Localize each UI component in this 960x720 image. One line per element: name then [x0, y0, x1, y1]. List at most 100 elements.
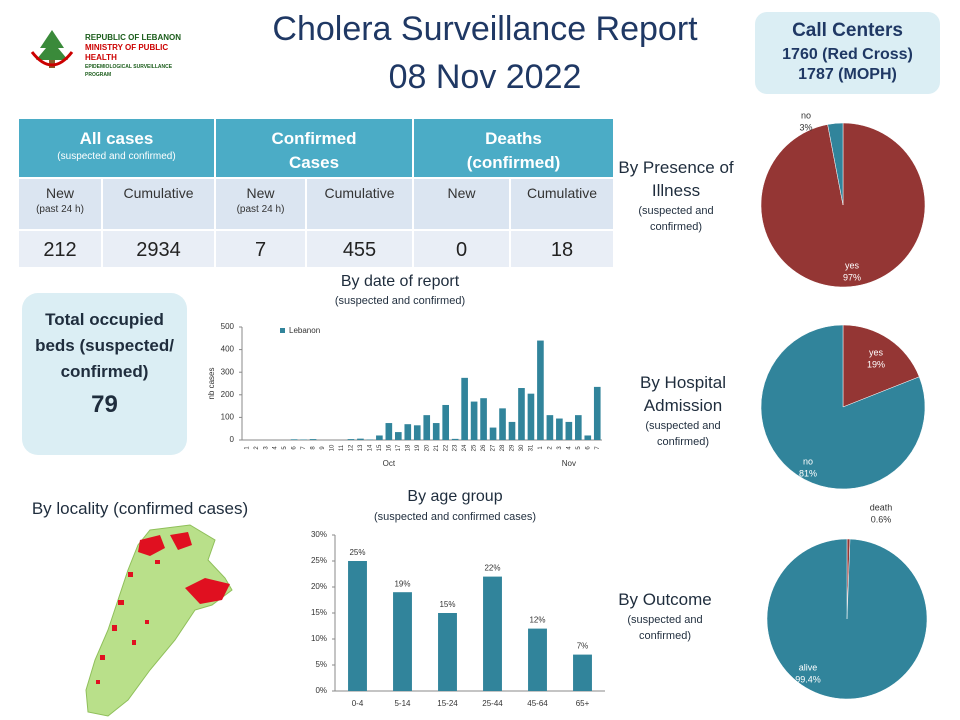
y-tick-label: 20% — [311, 582, 327, 591]
beds-value: 79 — [91, 391, 118, 418]
slice-label: yes — [869, 347, 884, 357]
legend-label: Lebanon — [289, 326, 320, 335]
bar — [565, 421, 573, 440]
chart-subtitle: (suspected and confirmed) — [627, 614, 703, 642]
y-tick-label: 400 — [221, 345, 235, 354]
bar — [395, 432, 402, 440]
pie-slice — [766, 538, 928, 700]
y-tick-label: 0% — [315, 686, 327, 695]
y-tick-label: 5% — [315, 660, 327, 669]
bar — [575, 415, 582, 440]
logo-emblem — [30, 30, 74, 68]
x-tick-label: 27 — [491, 444, 497, 451]
bar — [584, 435, 592, 440]
value-label: 19% — [394, 579, 410, 588]
bar — [593, 386, 601, 440]
value-label: 7% — [577, 642, 589, 651]
bar — [528, 628, 547, 691]
x-tick-label: 1 — [244, 446, 250, 450]
x-tick-label: 2 — [254, 446, 260, 450]
x-tick-label: 29 — [510, 444, 516, 451]
slice-value-label: 99.4% — [795, 674, 821, 684]
table-group-header: All cases (suspected and confirmed) — [18, 118, 215, 178]
logo-line: MINISTRY OF PUBLIC HEALTH — [85, 43, 169, 62]
x-group-label: Oct — [383, 459, 396, 468]
x-tick-label: 7 — [301, 446, 307, 450]
table-column-header: New (past 24 h) — [18, 178, 102, 230]
chart-title: By Outcome — [618, 590, 712, 609]
locality-title: By locality (confirmed cases) — [31, 499, 249, 518]
column-title: New — [447, 185, 476, 201]
bar — [527, 393, 535, 440]
y-tick-label: 100 — [221, 413, 235, 422]
y-tick-label: 25% — [311, 556, 327, 565]
table-column-header: Cumulative — [306, 178, 413, 230]
x-tick-label: 9 — [320, 446, 326, 450]
x-tick-label: 30 — [519, 444, 525, 451]
x-tick-label: 17 — [396, 444, 402, 451]
x-tick-label: 31 — [529, 444, 535, 451]
x-tick-label: 20 — [424, 444, 430, 451]
chart-subtitle: (suspected and confirmed) — [334, 295, 466, 307]
group-title: Deaths (confirmed) — [466, 129, 561, 172]
x-tick-label: 21 — [434, 444, 440, 451]
chart-title: By date of report — [340, 273, 460, 290]
bar — [357, 438, 364, 440]
value-label: 25% — [349, 548, 365, 557]
bar — [483, 576, 502, 691]
x-tick-label: 2 — [547, 446, 553, 450]
x-tick-label: 3 — [557, 446, 563, 450]
x-tick-label: 8 — [311, 446, 317, 450]
x-tick-label: 22 — [443, 444, 449, 451]
x-tick-label: 14 — [367, 444, 373, 451]
bar — [499, 408, 506, 440]
table-value: 18 — [510, 230, 614, 268]
slice-value-label: 19% — [867, 359, 885, 369]
x-tick-label: 7 — [595, 446, 601, 450]
x-tick-label: 4 — [566, 446, 572, 450]
value-label: 12% — [529, 616, 545, 625]
bar — [432, 423, 440, 440]
x-tick-label: 13 — [358, 444, 364, 451]
y-tick-label: 200 — [221, 390, 235, 399]
y-axis-label: nb cases — [207, 367, 216, 399]
chart-subtitle: (suspected and confirmed cases) — [373, 511, 537, 523]
call-centers-title: Call Centers — [792, 20, 903, 41]
chart-title: By Hospital Admission — [640, 373, 726, 415]
locality-map — [85, 524, 233, 717]
y-tick-label: 500 — [221, 322, 235, 331]
call-center-line: 1787 (MOPH) — [798, 66, 897, 83]
slice-label: no — [803, 456, 813, 466]
x-tick-label: 5 — [576, 446, 582, 450]
pie-slice — [842, 324, 920, 408]
bar — [461, 377, 468, 440]
slice-label: alive — [799, 662, 818, 672]
x-tick-label: 0-4 — [352, 699, 364, 708]
table-column-header: Cumulative — [510, 178, 614, 230]
table-value: 0 — [413, 230, 510, 268]
column-title: Cumulative — [526, 185, 598, 201]
chart-subtitle: (suspected and confirmed) — [638, 205, 714, 233]
slice-value-label: 81% — [799, 468, 817, 478]
x-tick-label: 5 — [282, 446, 288, 450]
y-tick-label: 10% — [311, 634, 327, 643]
column-title: New — [246, 185, 275, 201]
x-tick-label: 28 — [500, 444, 506, 451]
legend-swatch — [280, 328, 285, 333]
bar — [404, 424, 412, 440]
x-tick-label: 16 — [386, 444, 392, 451]
x-tick-label: 25 — [472, 444, 478, 451]
x-tick-label: 45-64 — [527, 699, 548, 708]
table-column-header: New — [413, 178, 510, 230]
column-title: Cumulative — [123, 185, 194, 201]
chart-title: By age group — [407, 488, 503, 505]
x-tick-label: 5-14 — [394, 699, 411, 708]
bar — [508, 421, 516, 440]
bar — [385, 423, 393, 440]
slice-value-label: 0.6% — [871, 514, 892, 524]
x-tick-label: 1 — [538, 446, 544, 450]
x-tick-label: 18 — [405, 444, 411, 451]
bar — [423, 415, 431, 440]
x-tick-label: 3 — [263, 446, 269, 450]
